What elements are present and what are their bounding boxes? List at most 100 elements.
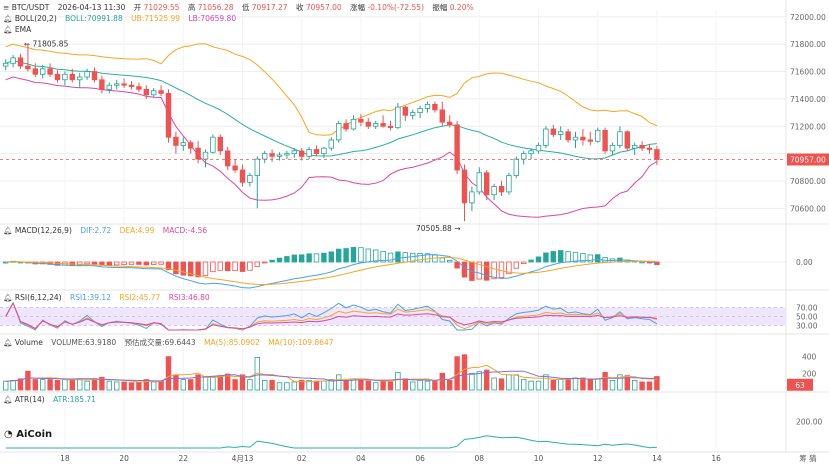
bell-icon[interactable]: 🔔︎ xyxy=(3,338,13,347)
rsi-legend[interactable]: 🔔︎ RSI(6,12,24) RSI1:39.12 RSI2:45.77 RS… xyxy=(3,293,210,303)
macd-histogram-bar xyxy=(335,248,342,263)
macd-histogram-bar xyxy=(217,261,223,271)
datetime-label: 2026-04-13 11:30 xyxy=(57,3,126,12)
macd-histogram-bar xyxy=(365,248,371,263)
volume-bar xyxy=(550,379,556,391)
atr-line xyxy=(5,435,657,449)
candle-body xyxy=(247,175,253,183)
lb-value: LB:70659.80 xyxy=(188,14,237,23)
volume-bar xyxy=(143,379,149,391)
volume-bar xyxy=(424,380,431,391)
candle-body xyxy=(587,139,593,142)
candle-body xyxy=(306,149,312,157)
candle-body xyxy=(461,169,468,204)
candle-body xyxy=(632,145,638,149)
volume-bar xyxy=(165,356,172,391)
volume-bar xyxy=(387,381,394,391)
brand-name: AiCoin xyxy=(16,429,53,440)
candle-body xyxy=(476,172,482,193)
bell-icon[interactable]: 🔔︎ xyxy=(3,25,13,34)
low-annotation: 70505.88 → xyxy=(416,224,460,233)
macd-histogram-bar xyxy=(239,261,246,272)
macd-histogram-bar xyxy=(558,250,564,263)
dea-value: DEA:4.99 xyxy=(119,226,155,235)
open-value: 71029.55 xyxy=(143,3,180,12)
macd-histogram-bar xyxy=(91,261,98,265)
est-volume-value: 预估成交量:69.6443 xyxy=(124,338,196,347)
candle-body xyxy=(343,123,349,130)
volume-bar xyxy=(365,380,371,391)
volume-bar xyxy=(136,381,142,391)
x-axis-tick: 08 xyxy=(475,454,485,463)
rsi2-value: RSI2:45.77 xyxy=(119,293,161,302)
logo-icon: ◔ xyxy=(4,429,13,440)
macd-name: MACD(12,26,9) xyxy=(14,226,72,235)
open-label: 开 xyxy=(133,3,142,12)
macd-histogram-bar xyxy=(506,261,512,275)
candle-body xyxy=(187,142,194,149)
candle-body xyxy=(195,147,201,160)
macd-histogram-bar xyxy=(543,252,549,263)
volume-bar xyxy=(106,380,112,391)
bell-icon[interactable]: 🔔︎ xyxy=(3,395,13,404)
low-label: 低 xyxy=(241,3,250,12)
menu-icon[interactable]: ≡ xyxy=(3,3,10,12)
volume-legend[interactable]: 🔔︎ Volume VOLUME:63.9180 预估成交量:69.6443 M… xyxy=(3,338,333,348)
candle-body xyxy=(276,154,283,157)
x-axis-tick: 18 xyxy=(60,454,70,463)
ema-legend[interactable]: 🔔︎ EMA xyxy=(3,25,31,35)
boll-upper-band xyxy=(5,43,658,136)
boll-legend[interactable]: 🔔︎ BOLL(20,2) BOLL:70991.88 UB:71525.99 … xyxy=(3,14,236,24)
candle-body xyxy=(543,128,549,146)
bell-icon[interactable]: 🔔︎ xyxy=(3,293,13,302)
macd-histogram-bar xyxy=(284,256,290,263)
candle-body xyxy=(395,106,401,129)
candle-body xyxy=(454,124,460,171)
candle-body xyxy=(128,84,135,87)
macd-histogram-bar xyxy=(417,253,423,263)
bell-icon[interactable]: 🔔︎ xyxy=(3,14,13,23)
volume-bar xyxy=(558,379,564,391)
candle-body xyxy=(62,73,68,81)
macd-histogram-bar xyxy=(343,248,349,263)
candle-body xyxy=(521,153,527,160)
ema-name: EMA xyxy=(14,25,32,34)
candle-body xyxy=(358,119,364,123)
macd-dea-line xyxy=(5,256,657,286)
volume-bar xyxy=(69,379,75,391)
macd-histogram-bar xyxy=(143,261,149,266)
volume-bar xyxy=(491,377,497,391)
amp-label: 振幅 xyxy=(432,3,448,12)
candle-body xyxy=(269,153,275,157)
candle-body xyxy=(469,191,475,204)
volume-bar xyxy=(128,382,135,391)
high-annotation: ← 71805.85 xyxy=(24,39,69,48)
macd-legend[interactable]: 🔔︎ MACD(12,26,9) DIF:2.72 DEA:4.99 MACD:… xyxy=(3,226,207,236)
candle-body xyxy=(224,150,231,167)
candle-body xyxy=(284,153,290,156)
volume-bar xyxy=(298,379,305,391)
current-price-label: 70957.00 xyxy=(790,155,826,164)
candle-body xyxy=(106,84,112,90)
macd-histogram-bar xyxy=(550,251,556,263)
bell-icon[interactable]: 🔔︎ xyxy=(3,226,13,235)
x-axis-tick: 16 xyxy=(711,454,721,463)
volume-bar xyxy=(3,380,9,391)
candle-body xyxy=(595,129,601,142)
symbol-label[interactable]: BTC/USDT xyxy=(11,3,50,12)
macd-histogram-bar xyxy=(210,261,216,273)
ub-value: UB:71525.99 xyxy=(131,14,181,23)
candle-body xyxy=(254,158,260,176)
boll-mid-line xyxy=(5,60,657,160)
macd-value: MACD:-4.56 xyxy=(162,226,208,235)
price-axis-tick: 70800.00 xyxy=(790,177,826,186)
x-axis-tick: 10 xyxy=(534,454,544,463)
candle-body xyxy=(10,57,16,64)
x-axis-tick: 14 xyxy=(652,454,662,463)
current-price-tag xyxy=(787,153,829,166)
macd-histogram-bar xyxy=(173,261,179,275)
rsi-axis-tick: 50.00 xyxy=(796,313,818,322)
atr-legend[interactable]: 🔔︎ ATR(14) ATR:185.71 xyxy=(3,395,96,405)
candle-body xyxy=(372,123,379,127)
